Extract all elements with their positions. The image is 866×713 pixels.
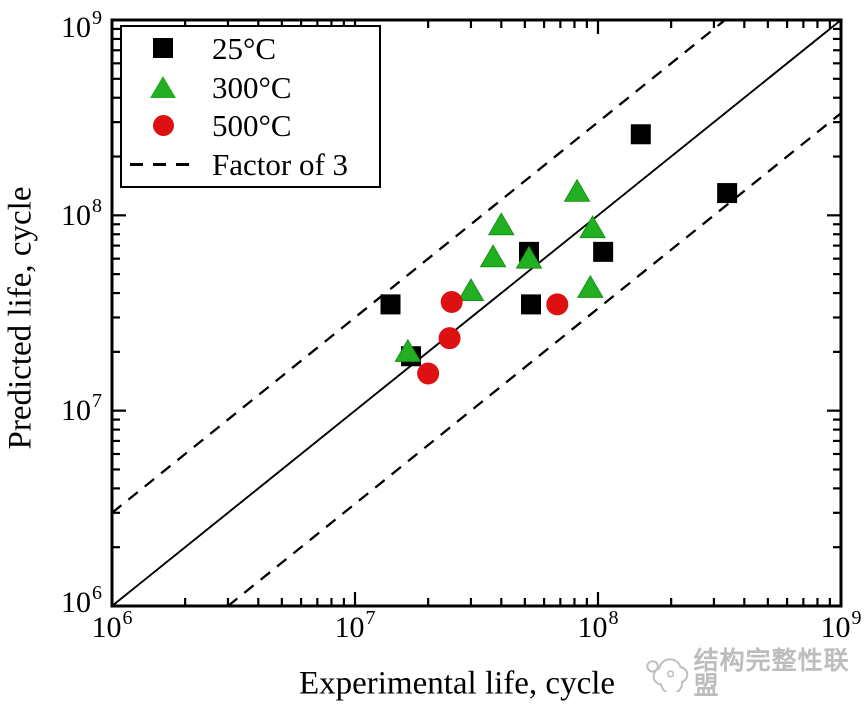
data-point-square <box>520 294 541 315</box>
legend-entry-factor3: Factor of 3 <box>122 145 379 184</box>
watermark-text: 结构完整性联盟 <box>693 646 850 700</box>
y-tick-label: 108 <box>61 195 102 232</box>
watermark: 结构完整性联盟 <box>645 648 866 698</box>
identity-line <box>111 19 842 607</box>
cloud-mascot-icon <box>646 658 689 692</box>
data-point-triangle <box>457 277 485 301</box>
square-marker-icon <box>153 38 173 59</box>
data-point-square <box>380 294 401 315</box>
x-tick-label: 106 <box>91 607 133 644</box>
dashed-line-icon <box>130 163 196 167</box>
y-tick-label: 106 <box>61 582 102 619</box>
data-point-square <box>717 183 738 204</box>
data-point-triangle <box>563 178 591 202</box>
data-point-triangle <box>479 244 507 268</box>
legend-entry-25c: 25°C <box>122 29 379 68</box>
circle-marker-icon <box>152 115 174 137</box>
data-point-triangle <box>576 274 604 298</box>
factor3-lower <box>227 112 842 607</box>
triangle-marker-icon <box>150 76 176 99</box>
legend-entry-300c: 300°C <box>122 68 379 107</box>
data-point-triangle <box>515 245 543 269</box>
x-tick-label: 108 <box>577 607 619 644</box>
data-point-circle <box>546 293 569 316</box>
legend-entry-500c: 500°C <box>122 107 379 146</box>
legend: 25°C 300°C 500°C Factor of 3 <box>120 25 381 188</box>
x-tick-label: 107 <box>334 607 376 644</box>
legend-label: Factor of 3 <box>212 147 349 183</box>
data-point-triangle <box>579 215 606 239</box>
data-point-circle <box>440 291 463 314</box>
legend-label: 500°C <box>212 108 292 144</box>
data-point-square <box>630 124 651 145</box>
legend-label: 25°C <box>212 30 277 66</box>
data-point-triangle <box>394 338 422 362</box>
data-point-circle <box>417 362 440 385</box>
y-tick-label: 109 <box>61 7 102 44</box>
factor3-upper <box>111 19 726 514</box>
x-tick-label: 109 <box>820 607 862 644</box>
data-point-square <box>593 241 614 262</box>
plot-frame <box>110 18 843 608</box>
y-tick-label: 107 <box>61 390 102 427</box>
x-axis-title: Experimental life, cycle <box>298 665 616 702</box>
data-point-circle <box>438 327 461 350</box>
data-point-triangle <box>487 212 515 236</box>
legend-label: 300°C <box>212 69 292 105</box>
